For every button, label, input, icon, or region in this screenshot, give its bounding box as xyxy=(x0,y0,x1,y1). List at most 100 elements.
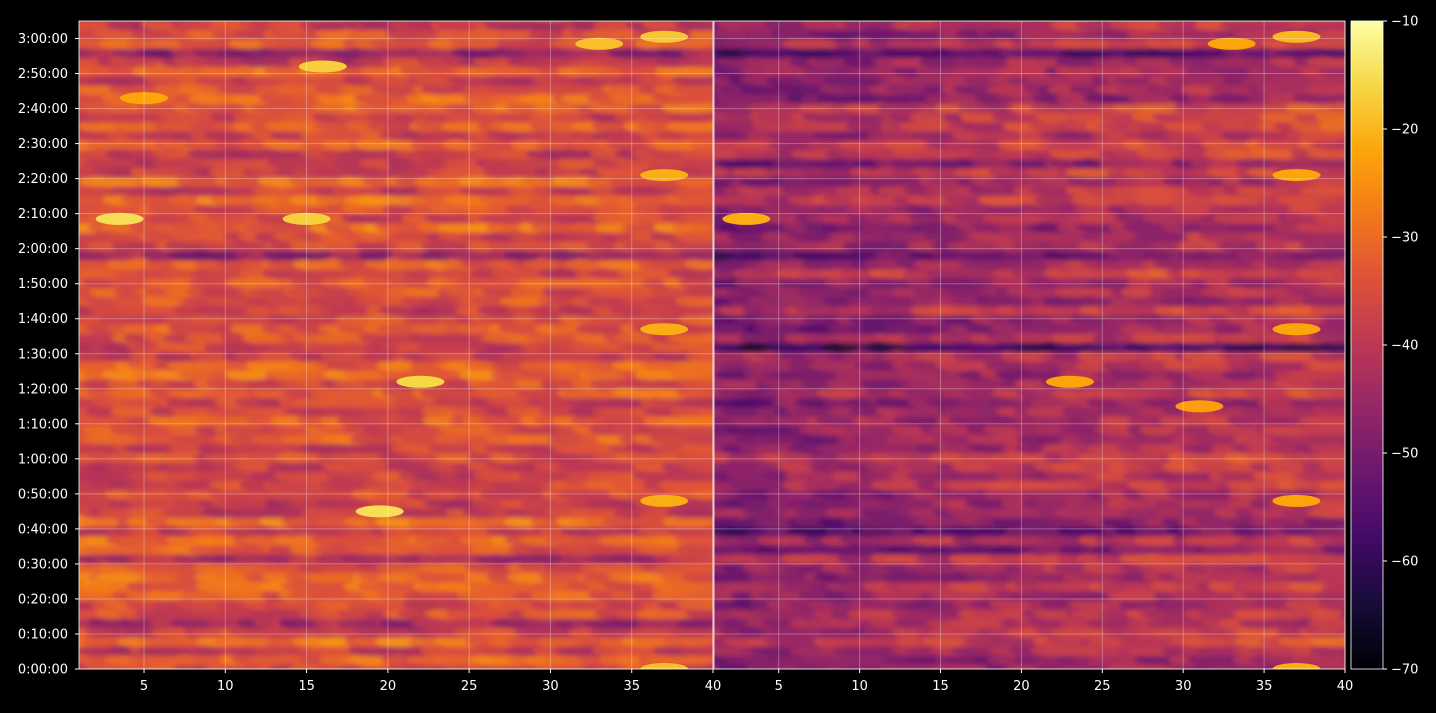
x-tick-label: 35 xyxy=(1256,679,1273,694)
heatmap-cell xyxy=(1124,580,1160,592)
heatmap-cell xyxy=(678,396,713,408)
heatmap-cell xyxy=(1008,451,1055,464)
heatmap-cell xyxy=(473,470,532,482)
heatmap-cell xyxy=(669,589,713,602)
heatmap-cell xyxy=(962,120,1014,132)
hotspot-mark xyxy=(1272,30,1321,43)
heatmap-cell xyxy=(1310,138,1345,151)
heatmap-cell xyxy=(1302,516,1345,528)
heatmap-cell xyxy=(669,240,713,252)
x-tick-label: 20 xyxy=(1013,679,1030,694)
heatmap-cell xyxy=(1306,258,1345,270)
heatmap-cell xyxy=(109,65,143,77)
heatmap-cell xyxy=(145,21,163,22)
heatmap-cell xyxy=(1208,580,1241,592)
heatmap-cell xyxy=(497,83,549,96)
heatmap-cell xyxy=(349,433,401,445)
heatmap-cell xyxy=(1131,332,1186,344)
heatmap-cell xyxy=(1309,304,1345,316)
heatmap-cell xyxy=(503,249,544,261)
heatmap-cell xyxy=(925,378,982,390)
heatmap-cell xyxy=(679,129,713,142)
heatmap-cell xyxy=(1307,387,1345,399)
heatmap-cell xyxy=(200,240,236,252)
heatmap-cell xyxy=(565,258,610,270)
hotspot-mark xyxy=(640,494,689,507)
heatmap-cell xyxy=(920,258,971,270)
heatmap-cell xyxy=(171,552,208,565)
heatmap-cell xyxy=(336,608,377,620)
heatmap-cell xyxy=(816,387,869,399)
hotspot-mark xyxy=(298,60,347,73)
heatmap-cell xyxy=(825,525,864,537)
heatmap-cell xyxy=(1310,286,1345,298)
heatmap-cell xyxy=(287,21,307,22)
heatmap-cell xyxy=(1203,21,1223,22)
heatmap-cell xyxy=(674,451,713,464)
heatmap-cell xyxy=(816,21,832,22)
heatmap-cell xyxy=(684,258,713,270)
colorbar-gradient xyxy=(1350,20,1384,670)
heatmap-cell xyxy=(402,313,447,326)
heatmap-cell xyxy=(1100,516,1137,528)
y-tick-label: 1:30:00 xyxy=(18,347,68,362)
heatmap-cell xyxy=(1000,249,1060,261)
heatmap-cell xyxy=(1145,203,1185,215)
heatmap-panel-left: 5 10 15 20 25 30 35 40 0:00:00 0:10:00 0:20:00 0:30… xyxy=(18,20,721,694)
heatmap-cell xyxy=(1226,414,1259,427)
heatmap-cell xyxy=(908,21,929,22)
heatmap-cell xyxy=(366,111,408,123)
heatmap-cell xyxy=(1028,617,1075,629)
heatmap-cell xyxy=(782,580,820,592)
heatmap-cell xyxy=(761,626,794,638)
heatmap-cell xyxy=(1310,378,1345,390)
heatmap-cell xyxy=(275,451,315,464)
heatmap-cell xyxy=(613,21,628,22)
heatmap-cell xyxy=(328,470,388,482)
heatmap-cell xyxy=(591,120,631,132)
heatmap-cell xyxy=(867,414,905,427)
heatmap-cell xyxy=(1284,598,1326,611)
heatmap-cell xyxy=(475,21,497,22)
heatmap-cell xyxy=(106,378,140,390)
y-tick-label: 2:40:00 xyxy=(18,102,68,117)
heatmap-cell xyxy=(1191,433,1248,445)
heatmap-cell xyxy=(1098,414,1134,427)
heatmap-cell xyxy=(1315,102,1345,114)
heatmap-cell xyxy=(1302,21,1327,22)
heatmap-cell xyxy=(378,580,419,592)
heatmap-cell xyxy=(1072,21,1088,22)
x-tick-label: 30 xyxy=(1175,679,1192,694)
heatmap-cell xyxy=(338,83,379,96)
heatmap-cell xyxy=(1139,424,1176,436)
heatmap-cell xyxy=(1025,405,1076,418)
heatmap-cell xyxy=(1209,21,1230,22)
heatmap-cell xyxy=(1260,65,1314,77)
heatmap-cell xyxy=(431,304,466,316)
heatmap-cell xyxy=(1310,157,1345,169)
heatmap-cell xyxy=(985,295,1045,307)
heatmap-cell xyxy=(1075,589,1116,602)
heatmap-cell xyxy=(669,368,713,381)
y-tick-label: 0:00:00 xyxy=(18,663,68,678)
heatmap-cell xyxy=(946,479,988,491)
heatmap-cell xyxy=(667,267,713,280)
heatmap-cell xyxy=(540,571,591,583)
colorbar-tick-label: −30 xyxy=(1391,231,1418,246)
heatmap-cell xyxy=(160,21,180,22)
heatmap-cell xyxy=(110,295,144,307)
heatmap-cell xyxy=(963,350,1013,362)
heatmap-cell xyxy=(1311,562,1345,574)
heatmap-cell xyxy=(632,21,654,22)
heatmap-cell xyxy=(333,341,374,353)
heatmap-cell xyxy=(881,92,929,105)
heatmap-cell xyxy=(215,598,249,611)
heatmap-cell xyxy=(399,460,438,473)
heatmap-cell xyxy=(420,589,462,602)
y-tick-label: 2:50:00 xyxy=(18,67,68,82)
x-tick-label: 20 xyxy=(380,679,397,694)
x-tick-label: 15 xyxy=(298,679,315,694)
heatmap-cell xyxy=(1226,313,1265,326)
heatmap-cell xyxy=(1315,28,1345,40)
heatmap-cell xyxy=(1298,414,1345,427)
